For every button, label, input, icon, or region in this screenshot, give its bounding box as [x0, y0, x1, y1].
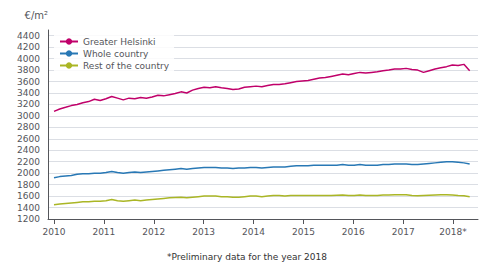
svg-text:1200: 1200 [17, 214, 40, 224]
svg-text:3200: 3200 [17, 99, 40, 109]
svg-text:3000: 3000 [17, 111, 40, 121]
svg-text:3600: 3600 [17, 77, 40, 87]
svg-text:2018*: 2018* [439, 227, 467, 237]
svg-text:2014: 2014 [242, 227, 265, 237]
svg-text:1800: 1800 [17, 180, 40, 190]
svg-text:Rest of the country: Rest of the country [83, 61, 170, 71]
svg-text:2000: 2000 [17, 168, 40, 178]
svg-text:2015: 2015 [292, 227, 315, 237]
svg-text:2017: 2017 [392, 227, 415, 237]
svg-text:2200: 2200 [17, 157, 40, 167]
svg-text:2010: 2010 [43, 227, 66, 237]
svg-text:2400: 2400 [17, 145, 40, 155]
svg-text:1600: 1600 [17, 191, 40, 201]
svg-text:1400: 1400 [17, 203, 40, 213]
svg-text:Greater Helsinki: Greater Helsinki [83, 37, 156, 47]
svg-text:3400: 3400 [17, 88, 40, 98]
svg-text:4200: 4200 [17, 42, 40, 52]
svg-text:4400: 4400 [17, 31, 40, 41]
svg-text:3800: 3800 [17, 65, 40, 75]
svg-text:2600: 2600 [17, 134, 40, 144]
svg-text:2016: 2016 [342, 227, 365, 237]
svg-text:*Preliminary data for the year: *Preliminary data for the year 2018 [167, 252, 327, 262]
svg-text:€/m²: €/m² [25, 10, 48, 21]
svg-text:Whole country: Whole country [83, 49, 149, 59]
svg-text:4000: 4000 [17, 54, 40, 64]
svg-text:2011: 2011 [92, 227, 115, 237]
svg-text:2800: 2800 [17, 122, 40, 132]
svg-text:2013: 2013 [192, 227, 215, 237]
svg-text:2012: 2012 [142, 227, 165, 237]
